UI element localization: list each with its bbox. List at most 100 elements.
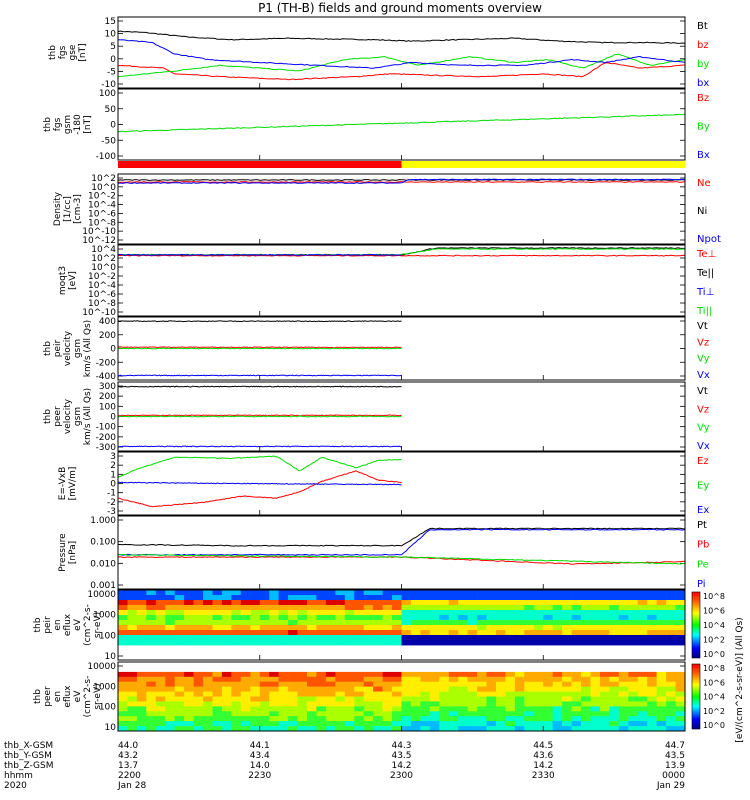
spectrogram-cell bbox=[325, 686, 336, 692]
spectrogram-cell bbox=[354, 676, 365, 683]
spectrogram-cell bbox=[637, 676, 648, 683]
spectrogram-cell bbox=[600, 610, 610, 616]
spectrogram-cell bbox=[240, 701, 251, 707]
spectrogram-cell bbox=[647, 610, 657, 616]
spectrogram-cell bbox=[524, 630, 535, 636]
spectrogram-cell bbox=[174, 610, 185, 616]
spectrogram-cell bbox=[552, 640, 563, 646]
spectrogram-cell bbox=[392, 686, 402, 692]
spectrogram-cell bbox=[363, 701, 374, 707]
spectrogram-cell bbox=[600, 615, 610, 621]
spectrogram-cell bbox=[155, 701, 166, 707]
spectrogram-cell bbox=[344, 620, 355, 626]
y-tick-label: 50 bbox=[105, 105, 117, 115]
spectrogram-cell bbox=[221, 721, 232, 727]
spectrogram-cell bbox=[174, 671, 185, 678]
spectrogram-cell bbox=[496, 590, 506, 596]
spectrogram-cell bbox=[127, 615, 138, 621]
spectrogram-cell bbox=[429, 681, 440, 687]
spectrogram-cell bbox=[392, 701, 402, 707]
spectrogram-cell bbox=[363, 671, 374, 678]
spectrogram-cell bbox=[155, 615, 166, 621]
spectrogram-cell bbox=[590, 671, 601, 678]
spectrogram-cell bbox=[477, 620, 487, 626]
spectrogram-cell bbox=[127, 600, 138, 606]
panel-ylabel: Pressure[nPa] bbox=[58, 533, 78, 572]
spectrogram-cell bbox=[675, 716, 686, 722]
spectrogram-cell bbox=[524, 706, 535, 712]
spectrogram-cell bbox=[259, 706, 270, 712]
panel-ylabel: thbpeervelocitygsmkm/s (All Qs) bbox=[43, 388, 93, 445]
legend-vy: Vy bbox=[697, 354, 710, 365]
spectrogram-cell bbox=[354, 605, 365, 611]
spectrogram-cell bbox=[656, 681, 667, 687]
spectrogram-cell bbox=[609, 691, 620, 697]
spectrogram-cell bbox=[524, 610, 535, 616]
ylabel-line: [eV] bbox=[68, 271, 78, 290]
spectrogram-cell bbox=[307, 701, 317, 707]
spectrogram-cell bbox=[174, 686, 185, 692]
spectrogram-cell bbox=[581, 671, 591, 678]
spectrogram-cell bbox=[288, 686, 298, 692]
spectrogram-cell bbox=[618, 721, 629, 727]
spectrogram-cell bbox=[269, 686, 279, 692]
spectrogram-cell bbox=[259, 600, 270, 606]
spectrogram-cell bbox=[524, 671, 535, 678]
y-tick-label: 10^-10 bbox=[82, 308, 116, 318]
spectrogram-cell bbox=[656, 625, 667, 631]
spectrogram-cell bbox=[344, 701, 355, 707]
spectrogram-cell bbox=[429, 640, 440, 646]
ylabel-line: km/s (All Qs) bbox=[83, 320, 93, 377]
spectrogram-cell bbox=[467, 620, 478, 626]
spectrogram-cell bbox=[250, 590, 261, 596]
spectrogram-cell bbox=[477, 721, 487, 727]
ylabel-line: [cm-3] bbox=[73, 194, 83, 224]
spectrogram-cell bbox=[609, 620, 620, 626]
spectrogram-cell bbox=[618, 605, 629, 611]
spectrogram-cell bbox=[127, 726, 138, 732]
spectrogram-cell bbox=[212, 625, 223, 631]
spectrogram-cell bbox=[307, 721, 317, 727]
spectrogram-cell bbox=[496, 671, 506, 678]
spectrogram-cell bbox=[628, 635, 639, 641]
spectrogram-cell bbox=[231, 721, 242, 727]
spectrogram-cell bbox=[496, 701, 506, 707]
spectrogram-cell bbox=[146, 590, 157, 596]
spectrogram-cell bbox=[136, 716, 147, 722]
spectrogram-cell bbox=[429, 635, 440, 641]
spectrogram-cell bbox=[193, 721, 204, 727]
spectrogram-cell bbox=[420, 590, 431, 596]
spectrogram-cell bbox=[136, 640, 147, 646]
spectrogram-cell bbox=[524, 721, 535, 727]
spectrogram-cell bbox=[269, 600, 279, 606]
spectrogram-cell bbox=[184, 696, 194, 702]
spectrogram-cell bbox=[533, 635, 544, 641]
spectrogram-cell bbox=[231, 625, 242, 631]
spectrogram-cell bbox=[439, 630, 450, 636]
spectrogram-cell bbox=[127, 681, 138, 687]
spectrogram-cell bbox=[524, 625, 535, 631]
series-pi bbox=[117, 528, 686, 556]
spectrogram-cell bbox=[165, 696, 176, 702]
spectrogram-cell bbox=[363, 620, 374, 626]
spectrogram-cell bbox=[647, 681, 657, 687]
colorbar: 10^810^610^410^210^0 bbox=[691, 663, 725, 730]
spectrogram-cell bbox=[288, 595, 298, 601]
spectrogram-cell bbox=[675, 615, 686, 621]
spectrogram-cell bbox=[203, 630, 213, 636]
spectrogram-cell bbox=[656, 716, 667, 722]
spectrogram-cell bbox=[165, 605, 176, 611]
spectrogram-cell bbox=[118, 676, 128, 683]
spectrogram-cell bbox=[127, 620, 138, 626]
spectrogram-cell bbox=[127, 716, 138, 722]
spectrogram-cell bbox=[269, 681, 279, 687]
spectrogram-cell bbox=[477, 630, 487, 636]
colorbar-tick-label: 10^8 bbox=[703, 592, 725, 601]
spectrogram-cell bbox=[666, 620, 676, 626]
spectrogram-cell bbox=[288, 640, 298, 646]
y-tick-label: 10^4 bbox=[91, 245, 116, 255]
spectrogram-cell bbox=[354, 701, 365, 707]
spectrogram-cell bbox=[250, 615, 261, 621]
spectrogram-cell bbox=[618, 716, 629, 722]
spectrogram-cell bbox=[628, 716, 639, 722]
